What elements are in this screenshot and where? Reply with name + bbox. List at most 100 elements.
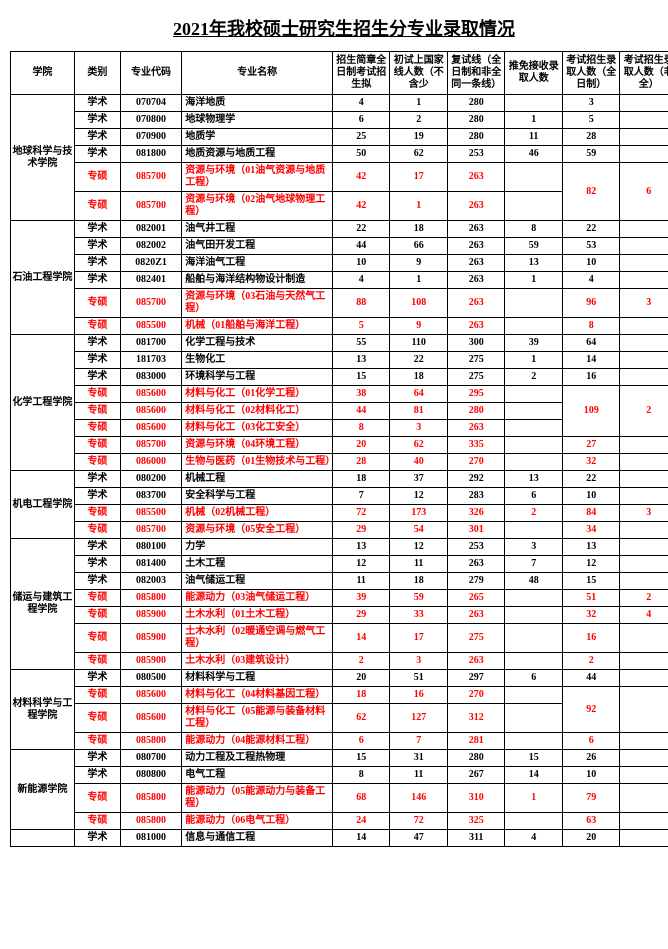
c3-cell: 263: [447, 163, 505, 192]
c1-cell: 8: [332, 767, 390, 784]
c2-cell: 47: [390, 830, 448, 847]
c2-cell: 173: [390, 505, 448, 522]
table-row: 专硕085700资源与环境（01油气资源与地质工程）4217263826: [11, 163, 668, 192]
type-cell: 学术: [74, 146, 120, 163]
table-row: 专硕085500机械（01船舶与海洋工程）592638: [11, 318, 668, 335]
c6-cell: [620, 95, 668, 112]
c3-cell: 263: [447, 272, 505, 289]
c2-cell: 59: [390, 590, 448, 607]
c3-cell: 270: [447, 454, 505, 471]
type-cell: 学术: [74, 750, 120, 767]
c2-cell: 1: [390, 95, 448, 112]
code-cell: 085800: [120, 813, 181, 830]
code-cell: 082003: [120, 573, 181, 590]
c6-cell: [620, 146, 668, 163]
c5-cell: 16: [562, 624, 620, 653]
c1-cell: 38: [332, 386, 390, 403]
code-cell: 070900: [120, 129, 181, 146]
code-cell: 081800: [120, 146, 181, 163]
code-cell: 085700: [120, 522, 181, 539]
c1-cell: 13: [332, 539, 390, 556]
c3-cell: 275: [447, 369, 505, 386]
code-cell: 082401: [120, 272, 181, 289]
name-cell: 材料与化工（04材料基因工程）: [182, 687, 333, 704]
code-cell: 085900: [120, 607, 181, 624]
name-cell: 海洋地质: [182, 95, 333, 112]
c2-cell: 1: [390, 192, 448, 221]
c4-cell: [505, 318, 563, 335]
c2-cell: 40: [390, 454, 448, 471]
c3-cell: 283: [447, 488, 505, 505]
c4-cell: 4: [505, 830, 563, 847]
c1-cell: 20: [332, 670, 390, 687]
c3-cell: 263: [447, 420, 505, 437]
code-cell: 085600: [120, 420, 181, 437]
c6-cell: [620, 653, 668, 670]
c1-cell: 50: [332, 146, 390, 163]
c1-cell: 28: [332, 454, 390, 471]
code-cell: 085700: [120, 437, 181, 454]
c4-cell: 8: [505, 221, 563, 238]
c2-cell: 7: [390, 733, 448, 750]
h-type: 类别: [74, 52, 120, 95]
name-cell: 土木工程: [182, 556, 333, 573]
c5-cell: 32: [562, 454, 620, 471]
c6-cell: [620, 750, 668, 767]
admission-table: 学院 类别 专业代码 专业名称 招生简章全日制考试招生拟 初试上国家线人数（不含…: [10, 51, 668, 847]
c2-cell: 18: [390, 573, 448, 590]
c5-cell: 64: [562, 335, 620, 352]
name-cell: 土木水利（02暖通空调与燃气工程）: [182, 624, 333, 653]
c4-cell: 1: [505, 352, 563, 369]
c1-cell: 18: [332, 471, 390, 488]
code-cell: 085500: [120, 318, 181, 335]
c6-cell: [620, 784, 668, 813]
table-row: 学术082003油气储运工程11182794815: [11, 573, 668, 590]
c3-cell: 263: [447, 556, 505, 573]
table-row: 学术181703生物化工1322275114: [11, 352, 668, 369]
c5-cell: 92: [562, 687, 620, 733]
c2-cell: 108: [390, 289, 448, 318]
c4-cell: [505, 624, 563, 653]
c6-cell: [620, 471, 668, 488]
code-cell: 085900: [120, 653, 181, 670]
type-cell: 学术: [74, 556, 120, 573]
name-cell: 能源动力（06电气工程）: [182, 813, 333, 830]
college-cell: 新能源学院: [11, 750, 75, 830]
c5-cell: 22: [562, 471, 620, 488]
c1-cell: 44: [332, 403, 390, 420]
table-row: 学术081400土木工程1211263712: [11, 556, 668, 573]
c2-cell: 12: [390, 539, 448, 556]
type-cell: 学术: [74, 471, 120, 488]
code-cell: 080100: [120, 539, 181, 556]
table-row: 专硕085700资源与环境（05安全工程）295430134: [11, 522, 668, 539]
c5-cell: 79: [562, 784, 620, 813]
c6-cell: [620, 556, 668, 573]
c1-cell: 7: [332, 488, 390, 505]
c4-cell: 3: [505, 539, 563, 556]
type-cell: 专硕: [74, 420, 120, 437]
c1-cell: 8: [332, 420, 390, 437]
c5-cell: 6: [562, 733, 620, 750]
c1-cell: 24: [332, 813, 390, 830]
c4-cell: [505, 607, 563, 624]
c1-cell: 88: [332, 289, 390, 318]
c4-cell: [505, 437, 563, 454]
c6-cell: [620, 813, 668, 830]
c3-cell: 280: [447, 129, 505, 146]
table-row: 学术070900地质学25192801128: [11, 129, 668, 146]
code-cell: 085900: [120, 624, 181, 653]
name-cell: 环境科学与工程: [182, 369, 333, 386]
name-cell: 船舶与海洋结构物设计制造: [182, 272, 333, 289]
table-row: 学术080800电气工程8112671410: [11, 767, 668, 784]
c4-cell: 59: [505, 238, 563, 255]
c3-cell: 263: [447, 255, 505, 272]
c6-cell: [620, 238, 668, 255]
code-cell: 085500: [120, 505, 181, 522]
type-cell: 专硕: [74, 386, 120, 403]
c1-cell: 62: [332, 704, 390, 733]
c2-cell: 12: [390, 488, 448, 505]
c5-cell: 59: [562, 146, 620, 163]
code-cell: 085600: [120, 704, 181, 733]
table-row: 学术081800地质资源与地质工程50622534659: [11, 146, 668, 163]
code-cell: 083000: [120, 369, 181, 386]
